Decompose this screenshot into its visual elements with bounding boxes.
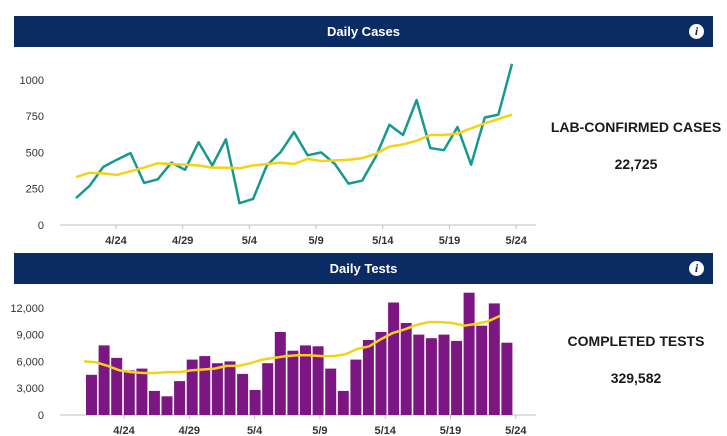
test-bar (476, 325, 488, 415)
cases-stat-value: 22,725 (614, 156, 658, 172)
test-bar (400, 323, 412, 415)
x-tick-label: 4/24 (113, 425, 135, 436)
cases-stat: LAB-CONFIRMED CASES 22,725 (545, 116, 727, 172)
test-bar (262, 363, 274, 415)
y-tick-label: 12,000 (10, 303, 44, 315)
test-bar (123, 370, 135, 415)
x-tick-label: 5/19 (439, 235, 460, 247)
test-bar (488, 303, 500, 415)
x-tick-label: 5/24 (505, 235, 527, 247)
x-tick-label: 4/24 (105, 235, 127, 247)
y-tick-label: 750 (26, 111, 44, 123)
test-bar (501, 342, 513, 415)
test-bar (86, 374, 97, 415)
x-tick-label: 5/4 (242, 235, 258, 247)
daily-cases-title: Daily Cases (327, 24, 400, 39)
y-tick-label: 0 (38, 220, 44, 232)
test-bar (362, 340, 374, 415)
x-tick-label: 5/19 (440, 425, 461, 436)
tests-stat-value: 329,582 (610, 370, 662, 386)
x-tick-label: 5/9 (312, 425, 327, 436)
test-bar (388, 302, 400, 415)
daily-cases-banner: Daily Cases i (14, 16, 713, 47)
test-bar (224, 361, 236, 415)
test-bar (148, 390, 160, 415)
test-bar (287, 350, 299, 415)
x-tick-label: 5/9 (308, 235, 323, 247)
x-tick-label: 4/29 (179, 425, 200, 436)
test-bar (249, 390, 261, 415)
x-tick-label: 5/14 (372, 235, 394, 247)
test-bar (325, 368, 337, 415)
test-bar (375, 332, 387, 415)
y-tick-label: 250 (26, 184, 44, 196)
test-bar (237, 373, 249, 415)
test-bar (199, 356, 211, 415)
test-bar (300, 345, 311, 415)
y-tick-label: 0 (38, 410, 44, 422)
tests-stat: COMPLETED TESTS 329,582 (545, 330, 727, 386)
test-bar (174, 381, 186, 415)
y-tick-label: 1000 (20, 75, 44, 87)
x-tick-label: 5/4 (247, 425, 263, 436)
cases-stat-label: LAB-CONFIRMED CASES (550, 119, 722, 135)
y-tick-label: 9,000 (16, 330, 44, 342)
x-tick-label: 4/29 (172, 235, 193, 247)
x-tick-label: 5/14 (374, 425, 396, 436)
info-icon[interactable]: i (689, 24, 704, 39)
y-tick-label: 3,000 (16, 383, 44, 395)
tests-stat-label: COMPLETED TESTS (567, 333, 705, 349)
y-tick-label: 500 (26, 147, 44, 159)
info-icon[interactable]: i (689, 261, 704, 276)
test-bar (111, 357, 123, 415)
daily-tests-title: Daily Tests (329, 261, 398, 276)
daily-tests-banner: Daily Tests i (14, 253, 713, 284)
test-bar (350, 359, 362, 415)
daily-cases-chart: 0 250 500 750 1000 4/24 4/29 5/4 5/9 5/14 5/19 5/24 (20, 63, 536, 247)
test-bar (161, 396, 173, 416)
test-bar (451, 340, 463, 415)
x-tick-label: 5/24 (505, 425, 527, 436)
test-bar (211, 363, 223, 415)
test-bar (425, 338, 437, 415)
test-bar (463, 292, 475, 415)
y-tick-label: 6,000 (16, 356, 44, 368)
test-bar (312, 346, 324, 416)
test-bar (274, 332, 286, 415)
tests-average-line (83, 314, 501, 375)
daily-tests-chart: 0 3,000 6,000 9,000 12,000 4/24 4/29 5/4 5/9 5/14… (10, 292, 536, 436)
test-bar (413, 334, 425, 415)
test-bar (136, 368, 148, 415)
test-bar (337, 390, 349, 415)
test-bar (98, 345, 110, 415)
test-bar (186, 359, 198, 415)
test-bar (438, 334, 450, 415)
